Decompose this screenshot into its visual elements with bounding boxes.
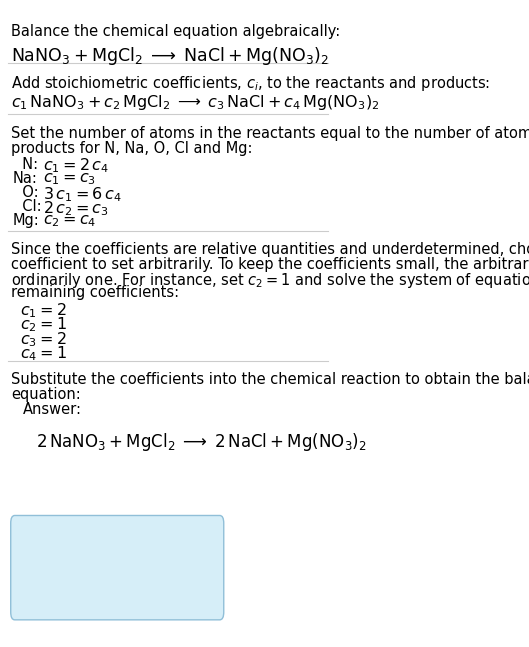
- Text: Mg:: Mg:: [13, 214, 40, 228]
- Text: $c_3 = 2$: $c_3 = 2$: [20, 330, 66, 349]
- FancyBboxPatch shape: [11, 516, 224, 620]
- Text: Na:: Na:: [13, 171, 38, 186]
- Text: coefficient to set arbitrarily. To keep the coefficients small, the arbitrary va: coefficient to set arbitrarily. To keep …: [12, 256, 529, 272]
- Text: $3\,c_1 = 6\,c_4$: $3\,c_1 = 6\,c_4$: [43, 185, 122, 204]
- Text: Cl:: Cl:: [13, 199, 42, 214]
- Text: $c_2 = 1$: $c_2 = 1$: [20, 316, 67, 334]
- Text: $c_1\,\mathrm{NaNO_3} + c_2\,\mathrm{MgCl_2} \;\longrightarrow\; c_3\,\mathrm{Na: $c_1\,\mathrm{NaNO_3} + c_2\,\mathrm{MgC…: [12, 93, 380, 112]
- Text: Balance the chemical equation algebraically:: Balance the chemical equation algebraica…: [12, 24, 341, 39]
- Text: ordinarily one. For instance, set $c_2 = 1$ and solve the system of equations fo: ordinarily one. For instance, set $c_2 =…: [12, 270, 529, 290]
- Text: $c_1 = 2$: $c_1 = 2$: [20, 302, 66, 320]
- Text: $c_4 = 1$: $c_4 = 1$: [20, 344, 67, 363]
- Text: $2\,c_2 = c_3$: $2\,c_2 = c_3$: [43, 199, 109, 218]
- Text: $c_1 = 2\,c_4$: $c_1 = 2\,c_4$: [43, 157, 109, 175]
- Text: $\mathrm{NaNO_3 + MgCl_2 \;\longrightarrow\; NaCl + Mg(NO_3)_2}$: $\mathrm{NaNO_3 + MgCl_2 \;\longrightarr…: [12, 45, 329, 67]
- Text: Add stoichiometric coefficients, $c_i$, to the reactants and products:: Add stoichiometric coefficients, $c_i$, …: [12, 74, 490, 93]
- Text: Substitute the coefficients into the chemical reaction to obtain the balanced: Substitute the coefficients into the che…: [12, 373, 529, 388]
- Text: Answer:: Answer:: [23, 402, 82, 417]
- Text: $c_2 = c_4$: $c_2 = c_4$: [43, 214, 96, 229]
- Text: Since the coefficients are relative quantities and underdetermined, choose a: Since the coefficients are relative quan…: [12, 243, 529, 258]
- Text: equation:: equation:: [12, 387, 81, 402]
- Text: O:: O:: [13, 185, 39, 200]
- Text: remaining coefficients:: remaining coefficients:: [12, 285, 179, 300]
- Text: products for N, Na, O, Cl and Mg:: products for N, Na, O, Cl and Mg:: [12, 140, 253, 155]
- Text: $c_1 = c_3$: $c_1 = c_3$: [43, 171, 96, 186]
- Text: $2\,\mathrm{NaNO_3} + \mathrm{MgCl_2} \;\longrightarrow\; 2\,\mathrm{NaCl} + \ma: $2\,\mathrm{NaNO_3} + \mathrm{MgCl_2} \;…: [37, 431, 367, 453]
- Text: N:: N:: [13, 157, 38, 171]
- Text: Set the number of atoms in the reactants equal to the number of atoms in the: Set the number of atoms in the reactants…: [12, 126, 529, 141]
